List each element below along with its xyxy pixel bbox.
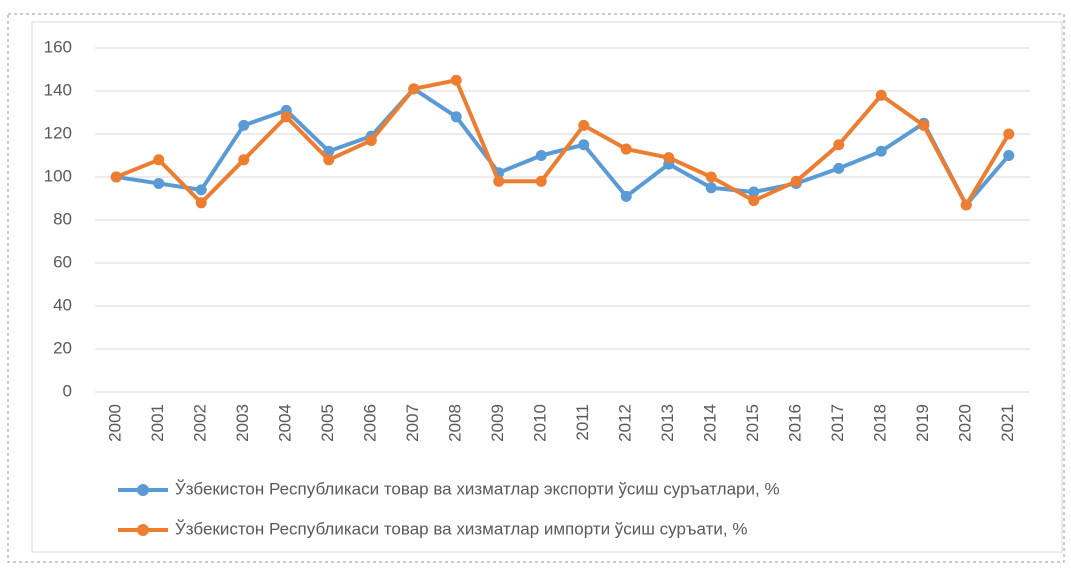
y-tick-label: 100 [44,166,72,185]
data-point [833,139,845,151]
x-tick-label: 2007 [403,404,422,442]
data-point [408,83,420,95]
y-tick-label: 40 [53,295,72,314]
data-point [663,152,675,164]
x-tick-label: 2006 [361,404,380,442]
legend-marker [137,524,149,536]
data-point [748,186,760,198]
series-line [115,86,1011,207]
data-point [450,74,462,86]
y-tick-label: 60 [53,252,72,271]
data-point [790,175,802,187]
x-tick-label: 2019 [913,404,932,442]
data-point [535,150,547,161]
series-line [115,78,1011,207]
data-point [238,154,250,166]
data-point [705,171,717,183]
x-tick-label: 2020 [956,404,975,442]
x-tick-label: 2010 [531,404,550,442]
data-point [833,162,845,174]
data-point [1003,128,1015,140]
data-point [620,190,632,202]
x-tick-label: 2011 [573,404,592,441]
x-tick-label: 2000 [106,404,125,442]
data-point [238,119,250,131]
x-tick-label: 2001 [148,404,167,442]
data-point [578,119,590,131]
data-point [323,145,335,157]
data-point [918,119,930,131]
data-point [195,197,207,209]
x-tick-label: 2002 [191,404,210,442]
data-point [110,171,122,183]
x-tick-label: 2004 [276,404,295,442]
x-tick-label: 2013 [658,404,677,442]
data-point [153,154,165,166]
selection-frame [7,13,1065,563]
chart-border [31,21,1063,553]
legend-label: Ўзбекистон Республикаси товар ва хизматл… [175,478,780,498]
x-tick-label: 2005 [318,404,337,442]
data-point [450,111,462,123]
y-tick-label: 120 [44,123,72,142]
legend-marker [137,484,149,496]
data-point [875,89,887,101]
x-tick-label: 2018 [871,404,890,442]
x-tick-label: 2014 [701,404,720,442]
data-point [323,154,335,166]
data-point [535,175,547,187]
y-tick-label: 0 [63,381,72,400]
x-tick-label: 2016 [786,404,805,442]
data-point [195,184,207,196]
data-point [875,145,887,157]
y-tick-label: 20 [53,338,72,357]
x-tick-label: 2008 [446,404,465,442]
data-point [1003,150,1015,161]
y-tick-label: 160 [44,37,72,56]
x-tick-label: 2021 [998,404,1017,442]
y-tick-label: 140 [44,80,72,99]
data-point [578,139,590,151]
data-point [493,175,505,187]
data-point [620,143,632,155]
x-tick-label: 2009 [488,404,507,442]
x-tick-label: 2003 [233,404,252,442]
data-point [705,182,717,194]
data-point [153,177,165,189]
x-tick-label: 2015 [743,404,762,442]
x-tick-label: 2017 [828,404,847,442]
y-tick-label: 80 [53,209,72,228]
data-point [280,111,292,123]
data-point [748,195,760,207]
data-point [365,134,377,146]
legend-label: Ўзбекистон Республикаси товар ва хизматл… [175,518,747,538]
x-tick-label: 2012 [616,404,635,442]
data-point [960,199,972,211]
